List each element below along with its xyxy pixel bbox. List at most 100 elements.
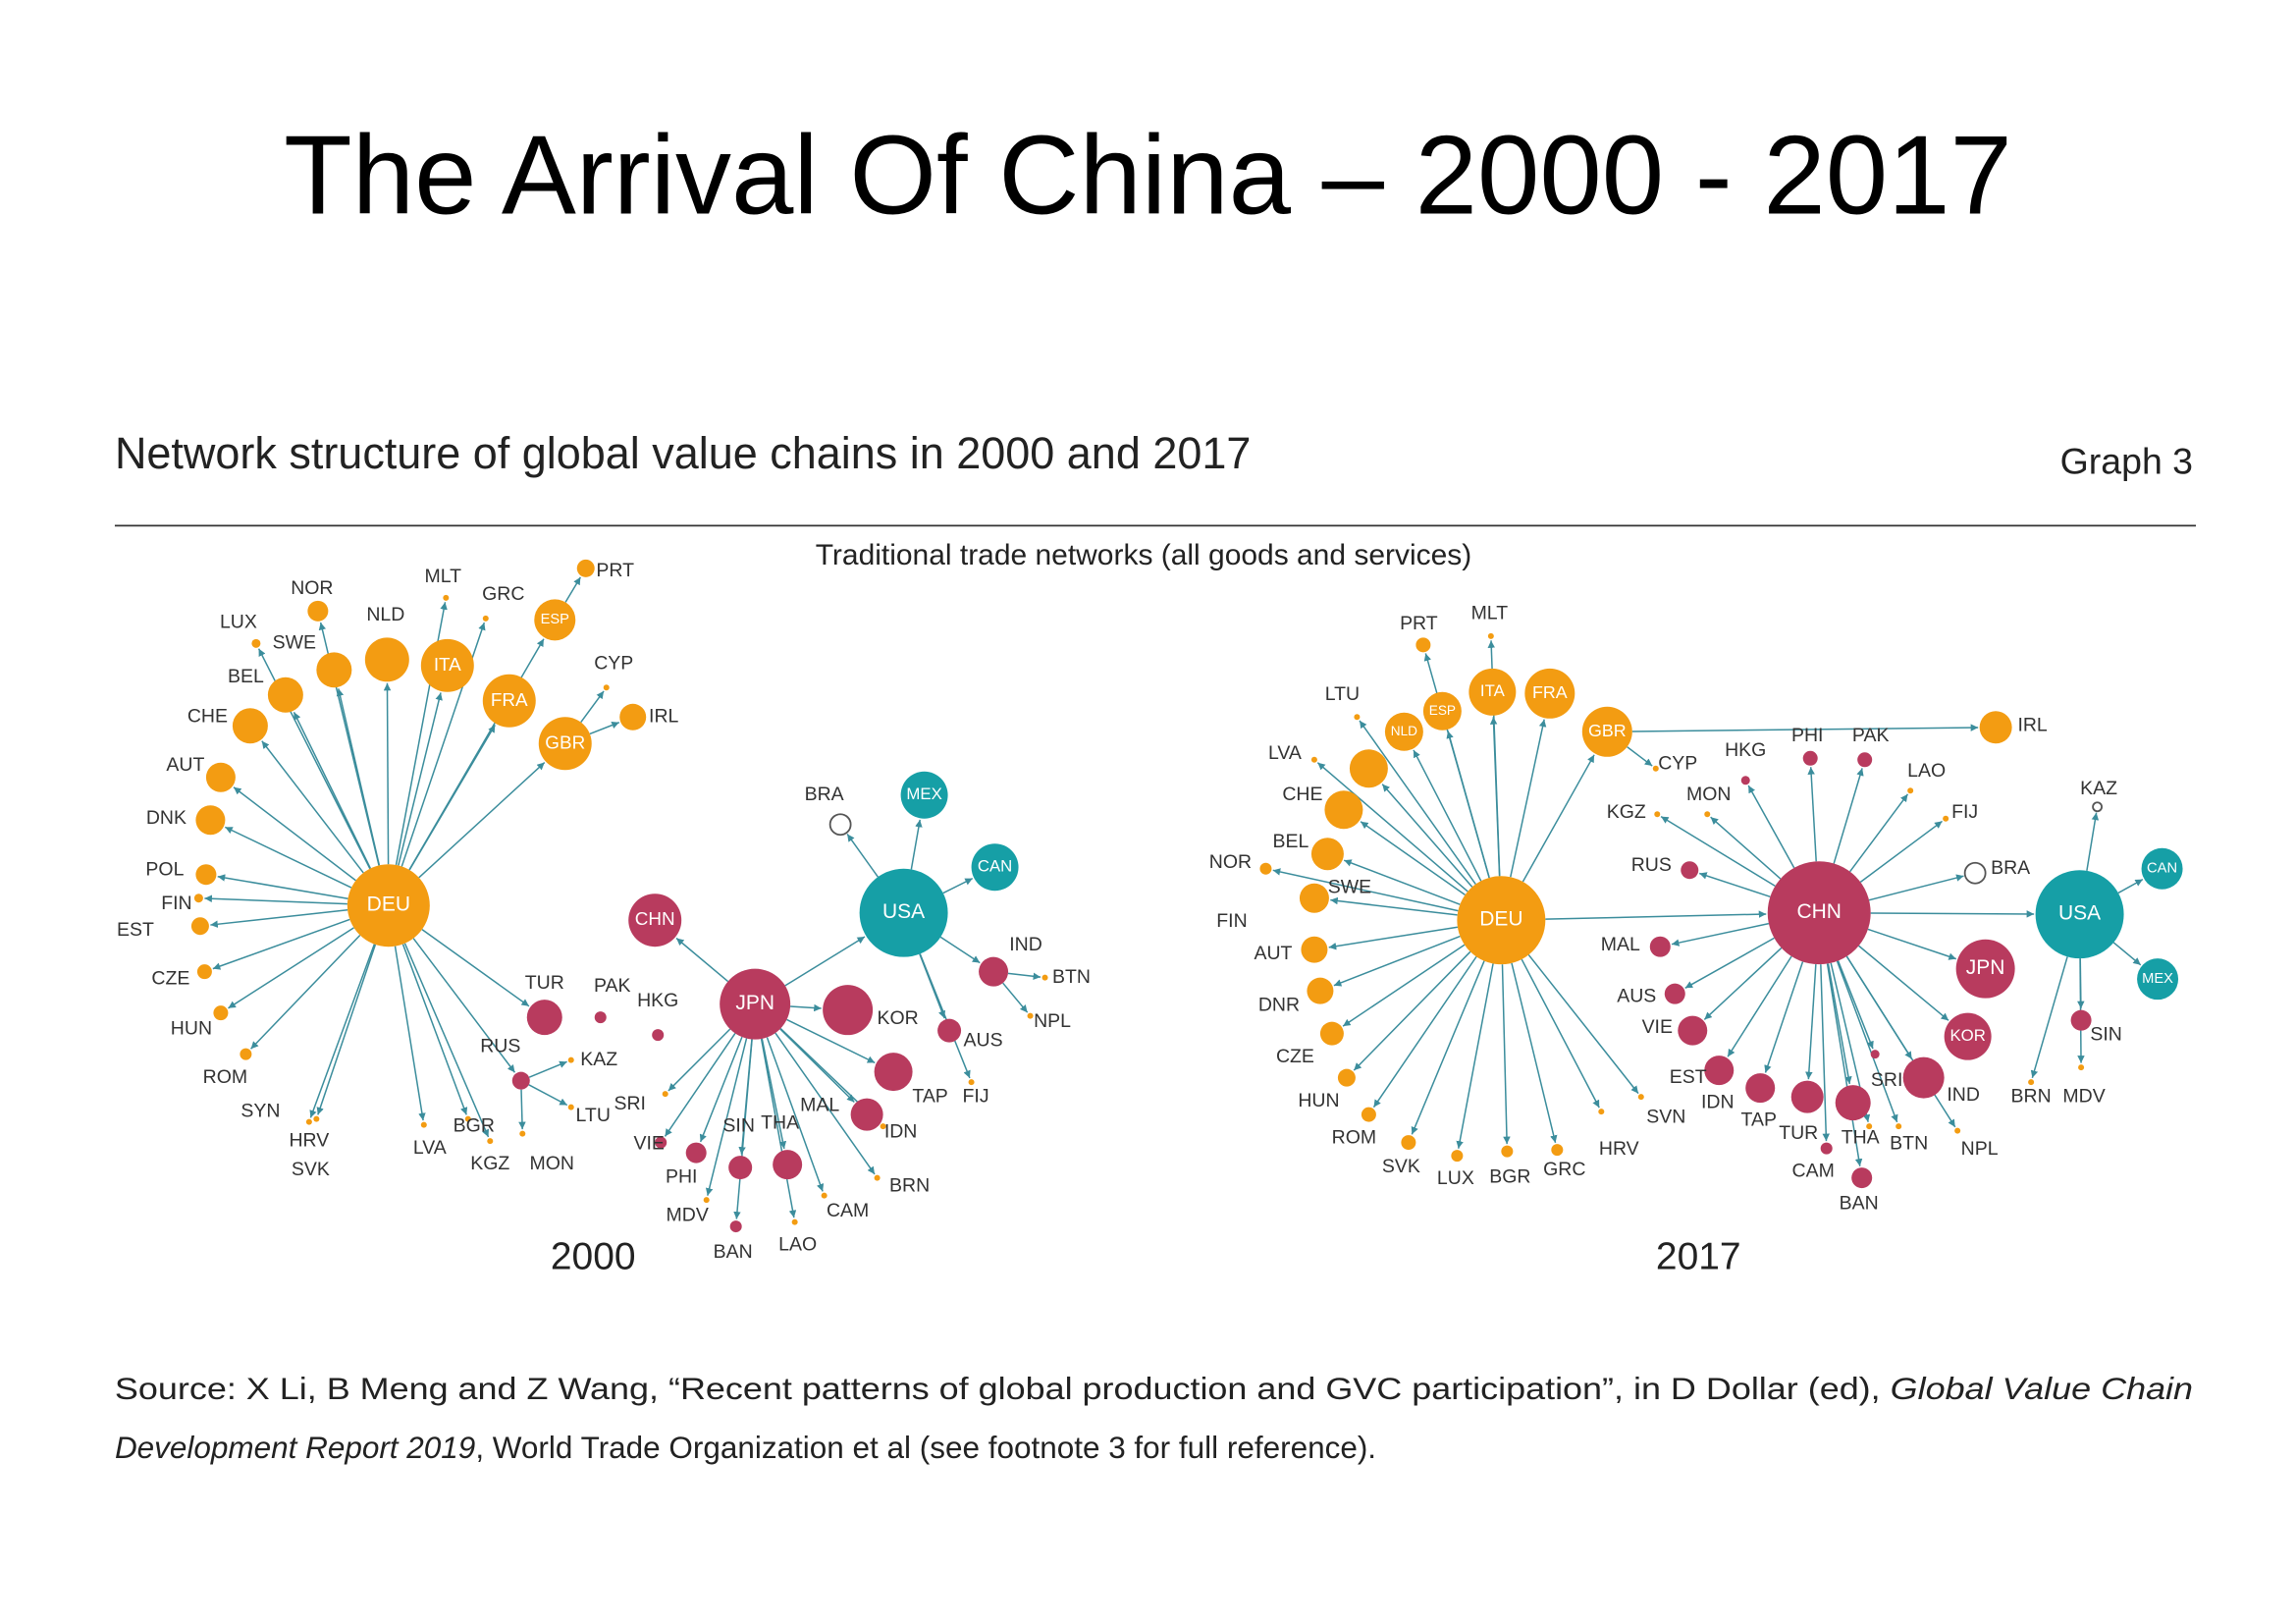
node [205,762,236,792]
edge [309,944,376,1118]
edge [1867,928,1957,960]
edge [939,936,981,964]
node-label: AUS [964,1029,1003,1051]
node [1361,1107,1376,1122]
node [1866,1123,1873,1130]
node-label: IDN [884,1120,918,1142]
node-label: EST [117,919,154,941]
node-label: BRA [1991,857,2030,879]
node-label: FIJ [963,1085,989,1107]
edge [293,711,372,869]
node-label: KGZ [1607,801,1646,823]
node-label: BTN [1052,966,1091,988]
edge [518,1089,526,1130]
node [213,1005,229,1021]
node [823,985,874,1036]
node-label: MLT [425,566,462,587]
node [1652,765,1659,772]
node [1457,876,1546,965]
edge [261,740,364,874]
node-label: ROM [203,1066,247,1088]
edge [1858,945,1949,1021]
edge [1710,816,1782,880]
node-label: BRA [805,784,844,805]
slide-title: The Arrival Of China – 2000 - 2017 [284,114,2012,239]
node-label: NOR [1209,851,1252,873]
edge [1007,972,1041,981]
edge [1807,767,1817,862]
edge [528,1084,568,1107]
edge [1328,926,1459,950]
node-label: BEL [228,666,264,687]
node-label: MON [530,1153,574,1174]
edge [1002,982,1029,1013]
node-label: BRN [2011,1085,2052,1107]
node [1835,1085,1871,1121]
edge [1521,958,1600,1109]
edge [401,944,468,1115]
node [2035,870,2124,959]
node [267,677,303,713]
node [195,864,217,886]
node [1524,668,1575,719]
node [420,638,474,692]
node [1802,750,1818,766]
edge [316,944,377,1115]
node [307,600,329,622]
node [1870,1050,1880,1059]
node-label: FRA [491,690,528,711]
node [900,771,948,819]
edge [1870,910,2035,918]
node-label: BGR [454,1114,495,1136]
edge [383,682,392,865]
edge [761,1038,787,1150]
node-label: FIJ [1951,801,1978,823]
node-label: RUS [480,1035,520,1056]
node-label: VIE [634,1132,665,1154]
node-label: LUX [220,611,257,632]
node-label: HRV [289,1129,329,1151]
node-label: SWE [1328,876,1371,897]
node-label: CHN [1796,900,1841,923]
node-label: SVK [292,1159,330,1180]
edge [1489,717,1501,877]
node-label: ROM [1332,1126,1376,1148]
edge [786,1018,876,1064]
node-label: BAN [1840,1193,1879,1215]
edge [1627,746,1653,767]
node [511,1071,530,1090]
edge [1820,964,1830,1142]
node-label: MON [1686,784,1731,805]
node [1415,637,1431,653]
node [1963,861,1987,885]
node-label: MEX [2142,971,2173,987]
node [859,868,948,957]
edge [1522,754,1595,883]
node [968,1079,975,1086]
node [1704,811,1711,818]
node [1349,749,1388,788]
node [313,1115,320,1122]
edge [1372,955,1477,1109]
node [2078,1064,2085,1071]
edge [675,937,729,983]
edge [212,918,350,970]
node-label: MDV [667,1205,709,1226]
edge [1698,872,1771,897]
node [1745,1073,1776,1104]
node-label: CAN [2147,861,2177,877]
node [1954,1127,1961,1134]
node [937,1018,962,1043]
source-line: Source: X Li, B Meng and Z Wang, “Recent… [115,1372,2193,1406]
node-label: SIN [722,1114,754,1136]
node [232,708,268,744]
node [880,1123,886,1130]
node-label: CZE [1276,1046,1314,1067]
edge [1510,719,1547,878]
node [420,1121,427,1128]
node [619,703,647,731]
edge [589,721,620,735]
node-label: AUS [1617,985,1656,1006]
node-label: PHI [1791,725,1823,746]
node-label: CHE [187,705,228,727]
